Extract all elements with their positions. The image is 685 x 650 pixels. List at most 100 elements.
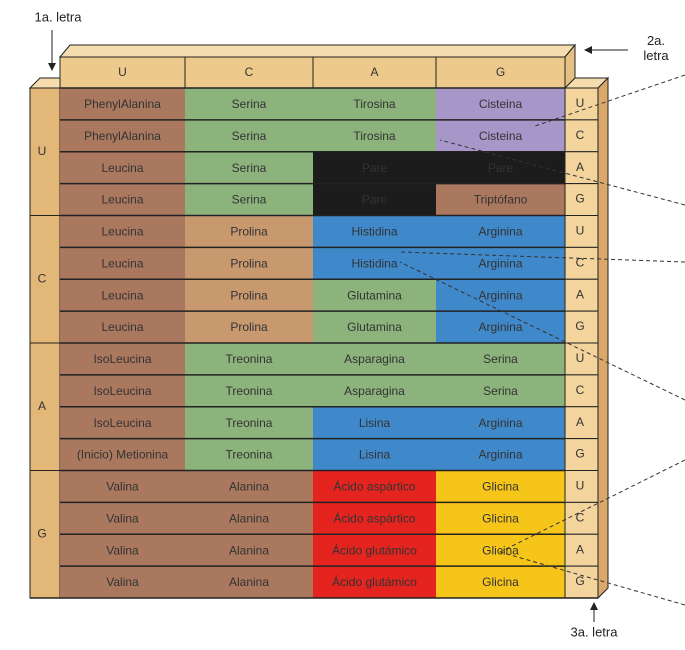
amino-acid: Tirosina (353, 97, 396, 111)
left-top-face (28, 77, 61, 89)
third-letter: U (576, 479, 585, 493)
amino-acid: Histidina (351, 256, 397, 270)
amino-acid-cell (60, 247, 185, 280)
amino-acid-cell (60, 502, 185, 535)
amino-acid-cell (185, 88, 313, 120)
amino-acid: IsoLeucina (93, 416, 151, 430)
header-top-face (58, 44, 577, 58)
amino-acid-cell (436, 247, 565, 280)
amino-acid: Ácido aspártico (333, 510, 415, 525)
amino-acid: Pare (488, 161, 514, 175)
amino-acid: Asparagina (344, 352, 405, 366)
third-letter: C (576, 255, 585, 269)
amino-acid: Pare (362, 161, 388, 175)
amino-acid-cell (185, 470, 313, 503)
third-letter: G (575, 447, 584, 461)
amino-acid: Arginina (478, 416, 522, 430)
third-letter-cell (564, 438, 599, 471)
amino-acid: Treonina (226, 384, 273, 398)
amino-acid-cell (185, 279, 313, 312)
amino-acid-cell (436, 502, 565, 535)
third-letter: G (575, 192, 584, 206)
amino-acid: Alanina (229, 575, 269, 589)
amino-acid: Ácido aspártico (333, 479, 415, 494)
amino-acid-cell (313, 311, 436, 343)
third-letter: A (576, 415, 584, 429)
amino-acid: Serina (232, 129, 267, 143)
amino-acid-cell (185, 438, 313, 471)
header-cell (59, 56, 186, 89)
amino-acid: Leucina (101, 288, 143, 302)
third-letter: C (576, 510, 585, 524)
amino-acid: Leucina (101, 193, 143, 207)
amino-acid-cell (436, 311, 565, 343)
amino-acid: Lisina (359, 416, 391, 430)
amino-acid-cell (436, 88, 565, 120)
table: U C A G U PhenylAlanina Serina Tirosina Cisteina… (29, 56, 599, 599)
amino-acid-cell (185, 566, 313, 598)
amino-acid: Treonina (226, 448, 273, 462)
amino-acid: Pare (362, 193, 388, 207)
amino-acid: Glutamina (347, 320, 402, 334)
amino-acid: Ácido glutámico (332, 574, 417, 589)
third-letter: A (576, 287, 584, 301)
amino-acid: Triptófano (474, 193, 528, 207)
first-letter: A (38, 399, 46, 413)
third-letter-cell (564, 374, 599, 408)
amino-acid: Leucina (101, 256, 143, 270)
amino-acid: Alanina (229, 480, 269, 494)
amino-acid-cell (60, 279, 185, 312)
amino-acid-cell (60, 470, 185, 503)
amino-acid: Leucina (101, 320, 143, 334)
amino-acid: Treonina (226, 352, 273, 366)
amino-acid: Glicina (482, 575, 519, 589)
amino-acid-cell (60, 311, 185, 343)
first-letter: U (38, 144, 47, 158)
amino-acid-cell (436, 183, 565, 216)
amino-acid-cell (313, 151, 436, 184)
amino-acid-cell (436, 343, 565, 375)
amino-acid-cell (313, 88, 436, 120)
amino-acid: Serina (483, 384, 518, 398)
amino-acid: Alanina (229, 543, 269, 557)
third-letter-cell (564, 87, 599, 121)
header-letter: A (370, 65, 378, 79)
amino-acid-cell (436, 566, 565, 598)
amino-acid-cell (436, 534, 565, 567)
amino-acid-cell (313, 183, 436, 216)
third-letter: A (576, 160, 584, 174)
amino-acid-cell (60, 343, 185, 375)
amino-acid: Serina (483, 352, 518, 366)
amino-acid-cell (60, 183, 185, 216)
amino-acid: Alanina (229, 511, 269, 525)
amino-acid-cell (60, 438, 185, 471)
amino-acid: (Inicio) Metionina (77, 448, 169, 462)
amino-acid: PhenylAlanina (84, 129, 161, 143)
amino-acid-cell (185, 247, 313, 280)
table-border (29, 87, 599, 599)
amino-acid: IsoLeucina (93, 352, 151, 366)
header-letter: U (118, 65, 127, 79)
amino-acid-cell (436, 406, 565, 439)
amino-acid-cell (60, 88, 185, 120)
header-letter: G (496, 65, 505, 79)
amino-acid-cell (60, 566, 185, 598)
amino-acid-cell (313, 279, 436, 312)
first-letter: G (37, 526, 46, 540)
amino-acid: Prolina (230, 256, 268, 270)
amino-acid-cell (313, 119, 436, 152)
amino-acid-cell (185, 374, 313, 407)
amino-acid: Valina (106, 480, 139, 494)
amino-acid: Cisteina (479, 129, 523, 143)
third-letter-label: 3a. letra (571, 624, 619, 639)
amino-acid-cell (313, 470, 436, 503)
amino-acid: Serina (232, 193, 267, 207)
amino-acid-cell (436, 470, 565, 503)
amino-acid: Lisina (359, 448, 391, 462)
amino-acid: Arginina (478, 225, 522, 239)
amino-acid-cell (185, 343, 313, 375)
amino-acid: Cisteina (479, 97, 523, 111)
third-letter-cell (564, 215, 599, 248)
